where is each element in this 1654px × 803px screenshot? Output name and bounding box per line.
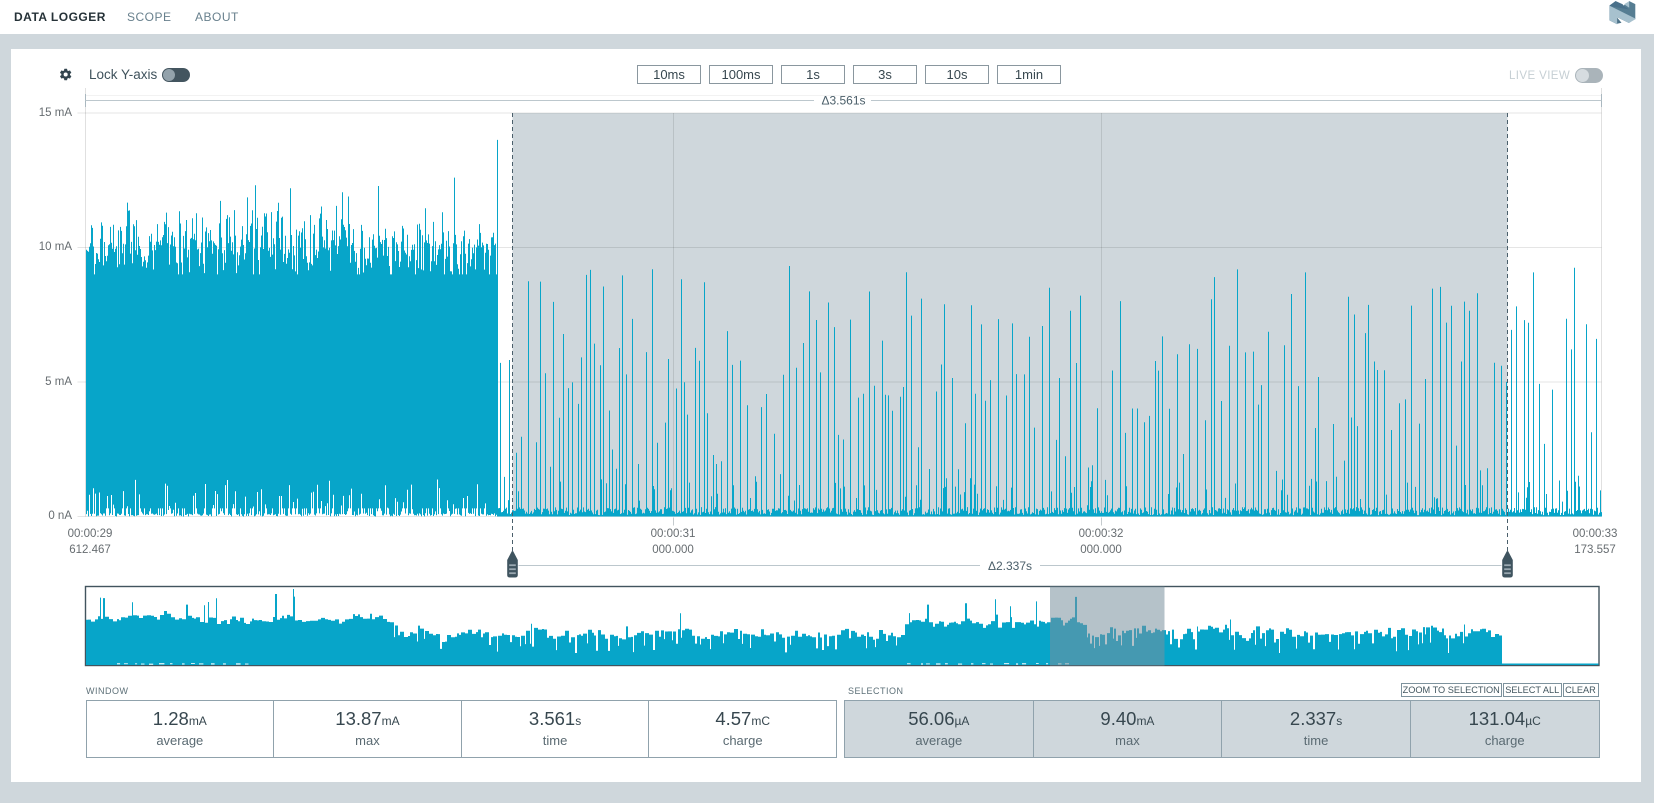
svg-text:Δ2.337s: Δ2.337s [988, 559, 1032, 573]
svg-text:Δ3.561s: Δ3.561s [821, 94, 865, 108]
